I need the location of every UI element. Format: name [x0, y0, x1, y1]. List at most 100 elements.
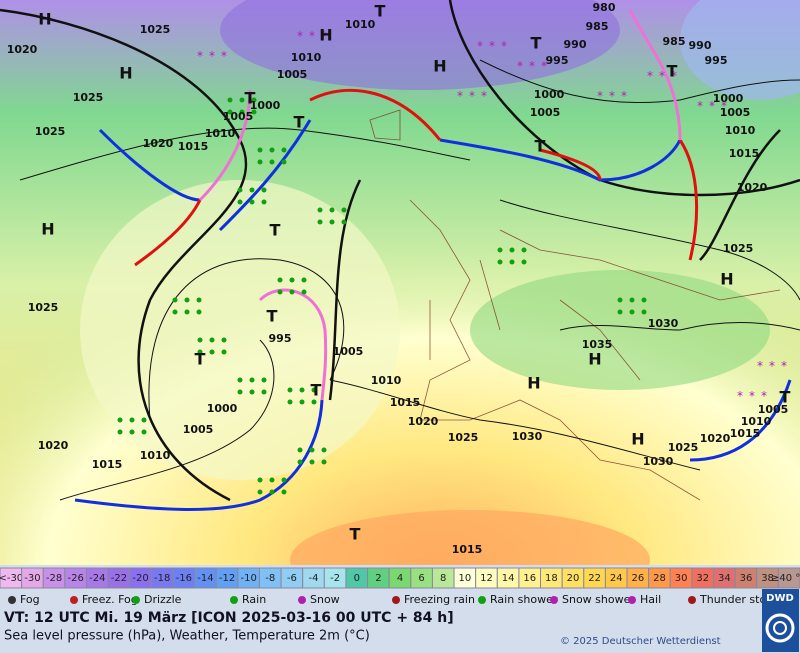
pressure-label: 1025 — [140, 23, 171, 36]
legend-label: Freez. Fog — [82, 593, 138, 606]
cold-fronts — [74, 119, 792, 511]
colorbar-label: -4 — [309, 573, 319, 584]
rain-dot — [196, 309, 202, 315]
rain-dot — [184, 309, 190, 315]
rain-dot — [281, 477, 287, 483]
colorbar-label: -28 — [46, 573, 62, 584]
rain-dot — [297, 459, 303, 465]
rain-dot — [281, 489, 287, 495]
rain-dot — [117, 429, 123, 435]
pressure-system: H — [720, 270, 733, 289]
rain-dot — [287, 399, 293, 405]
snow-symbol: * — [309, 29, 315, 43]
rain-dot — [297, 447, 303, 453]
pressure-system: T — [375, 2, 386, 21]
legend-label: Freezing rain — [404, 593, 475, 606]
pressure-label: 985 — [586, 20, 609, 33]
colorbar-label: 38 — [761, 573, 774, 584]
pressure-label: 1010 — [291, 51, 322, 64]
pressure-label: 1000 — [207, 402, 238, 415]
legend-label: Snow shower — [562, 593, 635, 606]
rain-dot — [172, 309, 178, 315]
rain-dot — [269, 147, 275, 153]
pressure-label: 1005 — [758, 403, 789, 416]
rain-dot — [617, 297, 623, 303]
pressure-label: 1035 — [582, 338, 613, 351]
pressure-label: 1000 — [713, 92, 744, 105]
pressure-label: 1010 — [140, 449, 171, 462]
rain-dot — [521, 259, 527, 265]
pressure-system: T — [667, 62, 678, 81]
snow-symbol: * — [737, 389, 743, 403]
pressure-system: H — [433, 57, 446, 76]
colorbar-label: 2 — [375, 573, 381, 584]
pressure-system: T — [311, 381, 322, 400]
pressure-system: T — [535, 137, 546, 156]
rain-dot — [341, 219, 347, 225]
pressure-system: T — [294, 113, 305, 132]
legend-icon — [392, 596, 400, 604]
colorbar-label: -20 — [132, 573, 148, 584]
snow-symbol: * — [297, 29, 303, 43]
rain-dot — [311, 399, 317, 405]
rain-dot — [321, 459, 327, 465]
pressure-label: 1025 — [723, 242, 754, 255]
pressure-label: 1025 — [73, 91, 104, 104]
colorbar-label: 8 — [440, 573, 446, 584]
rain-dot — [261, 187, 267, 193]
rain-dot — [641, 297, 647, 303]
legend-icon — [478, 596, 486, 604]
rain-dot — [184, 297, 190, 303]
rain-dot — [196, 297, 202, 303]
snow-symbol: * — [609, 89, 615, 103]
pressure-label: 1000 — [250, 99, 281, 112]
colorbar-label: -30 — [24, 573, 40, 584]
pressure-label: 1015 — [730, 427, 761, 440]
rain-dot — [289, 289, 295, 295]
colorbar-label: -16 — [176, 573, 192, 584]
snow-symbol: * — [761, 389, 767, 403]
legend-label: Hail — [640, 593, 661, 606]
warm-fronts — [134, 88, 699, 267]
snow-symbol: * — [781, 359, 787, 373]
rain-dot — [269, 159, 275, 165]
colorbar-label: 30 — [675, 573, 688, 584]
rain-dot — [269, 477, 275, 483]
rain-dot — [317, 207, 323, 213]
pressure-label: 1005 — [277, 68, 308, 81]
legend-label: Fog — [20, 593, 40, 606]
pressure-label: 1010 — [205, 127, 236, 140]
pressure-label: 1025 — [448, 431, 479, 444]
colorbar-label: -8 — [265, 573, 275, 584]
colorbar: <-30 -30 -28 -26 -24 -22 -20 -18 -16 -14 -12 -10 -8-… — [0, 567, 800, 589]
rain-dot — [301, 289, 307, 295]
rain-dot — [299, 387, 305, 393]
dwd-logo: DWD — [762, 589, 799, 652]
map — [0, 0, 800, 610]
snow-symbol: * — [469, 89, 475, 103]
pressure-system: H — [527, 374, 540, 393]
pressure-label: 1010 — [725, 124, 756, 137]
colorbar-label: -18 — [154, 573, 170, 584]
valid-time: VT: 12 UTC Mi. 19 März [ICON 2025-03-16 … — [4, 610, 454, 626]
pressure-label: 1010 — [741, 415, 772, 428]
pressure-label: 1015 — [452, 543, 483, 556]
pressure-label: 1020 — [38, 439, 69, 452]
pressure-label: 1020 — [143, 137, 174, 150]
rain-dot — [299, 399, 305, 405]
rain-dot — [251, 109, 257, 115]
colorbar-label: 20 — [567, 573, 580, 584]
legend-icon — [70, 596, 78, 604]
legend-icon — [8, 596, 16, 604]
snow-symbol: * — [697, 99, 703, 113]
rain-dot — [309, 447, 315, 453]
snow-symbol: * — [769, 359, 775, 373]
snow-symbol: * — [481, 89, 487, 103]
pressure-system: T — [245, 89, 256, 108]
pressure-label: 1015 — [178, 140, 209, 153]
weather-symbols: * * * * * * * * * * * * * * * * * * * * * * * * * * * * * * — [117, 29, 787, 495]
rain-dot — [237, 187, 243, 193]
rain-dot — [269, 489, 275, 495]
rain-dot — [629, 297, 635, 303]
snow-symbol: * — [621, 89, 627, 103]
